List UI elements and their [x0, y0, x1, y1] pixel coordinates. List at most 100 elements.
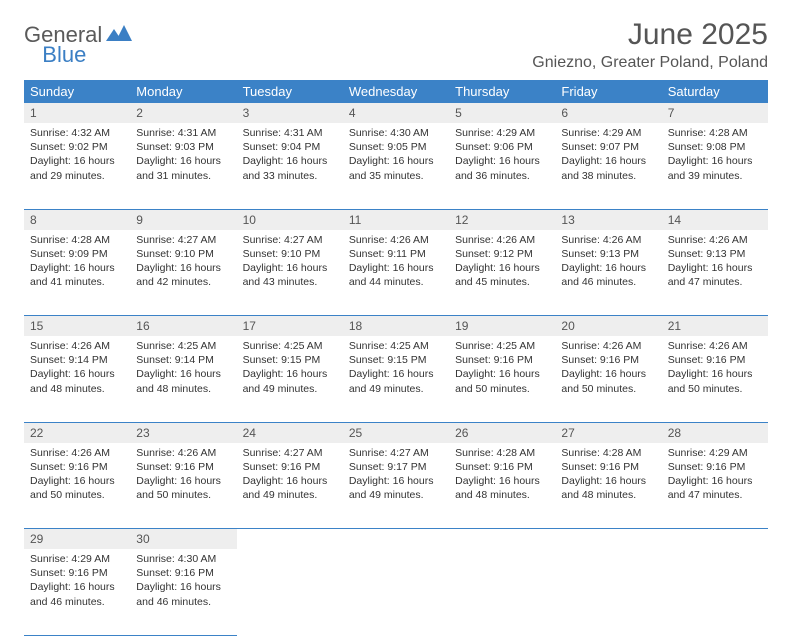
sunrise-line: Sunrise: 4:26 AM [561, 233, 655, 247]
sunset-line: Sunset: 9:14 PM [30, 353, 124, 367]
sunrise-line: Sunrise: 4:28 AM [30, 233, 124, 247]
day-number-cell: 23 [130, 422, 236, 443]
day-details: Sunrise: 4:30 AMSunset: 9:05 PMDaylight:… [343, 123, 449, 189]
daylight-line: Daylight: 16 hours and 46 minutes. [136, 580, 230, 608]
sunset-line: Sunset: 9:07 PM [561, 140, 655, 154]
sunrise-line: Sunrise: 4:26 AM [136, 446, 230, 460]
sunrise-line: Sunrise: 4:26 AM [349, 233, 443, 247]
sunset-line: Sunset: 9:10 PM [136, 247, 230, 261]
sunset-line: Sunset: 9:15 PM [243, 353, 337, 367]
weekday-header: Wednesday [343, 80, 449, 103]
daylight-line: Daylight: 16 hours and 50 minutes. [136, 474, 230, 502]
day-number-cell: 10 [237, 209, 343, 230]
daylight-line: Daylight: 16 hours and 42 minutes. [136, 261, 230, 289]
day-details: Sunrise: 4:29 AMSunset: 9:16 PMDaylight:… [662, 443, 768, 509]
brand-word-2: Blue [42, 42, 86, 67]
day-number-cell: 9 [130, 209, 236, 230]
day-number-cell: 20 [555, 316, 661, 337]
day-cell: Sunrise: 4:26 AMSunset: 9:12 PMDaylight:… [449, 230, 555, 316]
day-number-cell: 6 [555, 103, 661, 123]
sunrise-line: Sunrise: 4:26 AM [30, 339, 124, 353]
day-number-cell: 14 [662, 209, 768, 230]
sunrise-line: Sunrise: 4:28 AM [668, 126, 762, 140]
weekday-header: Sunday [24, 80, 130, 103]
sunset-line: Sunset: 9:16 PM [30, 566, 124, 580]
day-cell: Sunrise: 4:26 AMSunset: 9:16 PMDaylight:… [24, 443, 130, 529]
day-number-cell: 15 [24, 316, 130, 337]
sunrise-line: Sunrise: 4:27 AM [243, 446, 337, 460]
day-details: Sunrise: 4:29 AMSunset: 9:07 PMDaylight:… [555, 123, 661, 189]
daylight-line: Daylight: 16 hours and 46 minutes. [30, 580, 124, 608]
day-number-cell: 4 [343, 103, 449, 123]
day-details: Sunrise: 4:26 AMSunset: 9:13 PMDaylight:… [662, 230, 768, 296]
sunrise-line: Sunrise: 4:32 AM [30, 126, 124, 140]
day-details: Sunrise: 4:26 AMSunset: 9:16 PMDaylight:… [555, 336, 661, 402]
day-details: Sunrise: 4:28 AMSunset: 9:16 PMDaylight:… [449, 443, 555, 509]
sunrise-line: Sunrise: 4:28 AM [455, 446, 549, 460]
day-number-row: 15161718192021 [24, 316, 768, 337]
day-number-cell: 21 [662, 316, 768, 337]
day-cell: Sunrise: 4:31 AMSunset: 9:03 PMDaylight:… [130, 123, 236, 209]
sunset-line: Sunset: 9:02 PM [30, 140, 124, 154]
brand-logo: General Blue [24, 22, 178, 48]
day-cell: Sunrise: 4:28 AMSunset: 9:08 PMDaylight:… [662, 123, 768, 209]
day-details: Sunrise: 4:26 AMSunset: 9:12 PMDaylight:… [449, 230, 555, 296]
calendar-table: Sunday Monday Tuesday Wednesday Thursday… [24, 80, 768, 636]
sunrise-line: Sunrise: 4:26 AM [561, 339, 655, 353]
day-number-cell [555, 529, 661, 550]
day-cell: Sunrise: 4:29 AMSunset: 9:16 PMDaylight:… [24, 549, 130, 635]
daylight-line: Daylight: 16 hours and 38 minutes. [561, 154, 655, 182]
day-details: Sunrise: 4:28 AMSunset: 9:16 PMDaylight:… [555, 443, 661, 509]
weekday-header: Thursday [449, 80, 555, 103]
day-number-cell: 19 [449, 316, 555, 337]
day-details: Sunrise: 4:25 AMSunset: 9:15 PMDaylight:… [343, 336, 449, 402]
day-details: Sunrise: 4:32 AMSunset: 9:02 PMDaylight:… [24, 123, 130, 189]
sunrise-line: Sunrise: 4:31 AM [243, 126, 337, 140]
sunrise-line: Sunrise: 4:25 AM [243, 339, 337, 353]
day-number-cell [343, 529, 449, 550]
day-cell: Sunrise: 4:29 AMSunset: 9:07 PMDaylight:… [555, 123, 661, 209]
day-cell: Sunrise: 4:26 AMSunset: 9:13 PMDaylight:… [555, 230, 661, 316]
sunrise-line: Sunrise: 4:27 AM [349, 446, 443, 460]
day-details: Sunrise: 4:27 AMSunset: 9:10 PMDaylight:… [130, 230, 236, 296]
weekday-header: Friday [555, 80, 661, 103]
weekday-header: Saturday [662, 80, 768, 103]
day-number-cell: 7 [662, 103, 768, 123]
weekday-header: Monday [130, 80, 236, 103]
sunset-line: Sunset: 9:16 PM [455, 460, 549, 474]
day-details: Sunrise: 4:26 AMSunset: 9:16 PMDaylight:… [24, 443, 130, 509]
sunset-line: Sunset: 9:10 PM [243, 247, 337, 261]
day-details: Sunrise: 4:25 AMSunset: 9:15 PMDaylight:… [237, 336, 343, 402]
day-number-cell: 17 [237, 316, 343, 337]
sunset-line: Sunset: 9:13 PM [561, 247, 655, 261]
day-cell: Sunrise: 4:28 AMSunset: 9:16 PMDaylight:… [449, 443, 555, 529]
day-number-cell: 28 [662, 422, 768, 443]
day-details: Sunrise: 4:28 AMSunset: 9:09 PMDaylight:… [24, 230, 130, 296]
weekday-header: Tuesday [237, 80, 343, 103]
daylight-line: Daylight: 16 hours and 35 minutes. [349, 154, 443, 182]
daylight-line: Daylight: 16 hours and 48 minutes. [136, 367, 230, 395]
day-cell: Sunrise: 4:31 AMSunset: 9:04 PMDaylight:… [237, 123, 343, 209]
day-details: Sunrise: 4:28 AMSunset: 9:08 PMDaylight:… [662, 123, 768, 189]
sunrise-line: Sunrise: 4:31 AM [136, 126, 230, 140]
sunrise-line: Sunrise: 4:25 AM [455, 339, 549, 353]
sunset-line: Sunset: 9:13 PM [668, 247, 762, 261]
day-details: Sunrise: 4:29 AMSunset: 9:06 PMDaylight:… [449, 123, 555, 189]
day-number-cell [449, 529, 555, 550]
day-cell: Sunrise: 4:26 AMSunset: 9:11 PMDaylight:… [343, 230, 449, 316]
sunrise-line: Sunrise: 4:25 AM [349, 339, 443, 353]
sunset-line: Sunset: 9:09 PM [30, 247, 124, 261]
day-cell: Sunrise: 4:29 AMSunset: 9:16 PMDaylight:… [662, 443, 768, 529]
sunset-line: Sunset: 9:16 PM [136, 460, 230, 474]
day-cell: Sunrise: 4:27 AMSunset: 9:16 PMDaylight:… [237, 443, 343, 529]
day-number-row: 22232425262728 [24, 422, 768, 443]
sunset-line: Sunset: 9:08 PM [668, 140, 762, 154]
day-cell: Sunrise: 4:27 AMSunset: 9:10 PMDaylight:… [130, 230, 236, 316]
day-cell [555, 549, 661, 635]
day-number-cell: 12 [449, 209, 555, 230]
weekday-header-row: Sunday Monday Tuesday Wednesday Thursday… [24, 80, 768, 103]
day-number-row: 1234567 [24, 103, 768, 123]
day-cell: Sunrise: 4:25 AMSunset: 9:14 PMDaylight:… [130, 336, 236, 422]
day-number-cell: 13 [555, 209, 661, 230]
sunset-line: Sunset: 9:16 PM [668, 353, 762, 367]
